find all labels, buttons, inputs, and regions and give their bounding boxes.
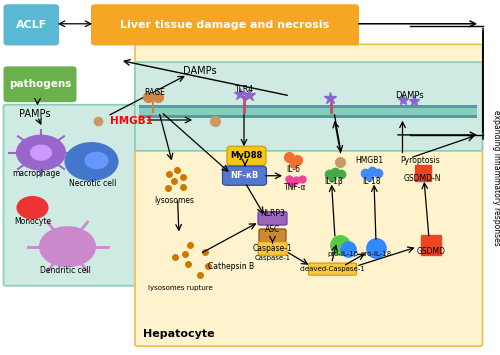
FancyBboxPatch shape xyxy=(258,212,287,225)
FancyBboxPatch shape xyxy=(308,263,356,275)
Text: Necrotic cell: Necrotic cell xyxy=(69,179,116,189)
Text: pathogens: pathogens xyxy=(9,79,71,89)
Text: GSDMD-N: GSDMD-N xyxy=(404,174,442,184)
Text: lysosomes rupture: lysosomes rupture xyxy=(148,285,212,290)
Text: GSDMD: GSDMD xyxy=(416,247,446,256)
Text: Caspase-1: Caspase-1 xyxy=(254,256,290,261)
Text: Dendritic cell: Dendritic cell xyxy=(40,266,90,275)
Text: IL-6: IL-6 xyxy=(286,165,300,174)
Text: expanding inflammatory responses: expanding inflammatory responses xyxy=(492,110,500,245)
FancyBboxPatch shape xyxy=(4,4,59,45)
Circle shape xyxy=(18,197,48,218)
Text: DAMPs: DAMPs xyxy=(183,66,217,76)
Text: TLR4: TLR4 xyxy=(236,85,255,94)
Text: macrophage: macrophage xyxy=(12,169,60,179)
Text: TNF-α: TNF-α xyxy=(284,183,307,192)
Text: MyD88: MyD88 xyxy=(230,151,262,160)
Circle shape xyxy=(40,227,95,266)
Circle shape xyxy=(66,143,118,180)
Text: cleaved-Caspase-1: cleaved-Caspase-1 xyxy=(300,266,366,272)
Text: NF-κB: NF-κB xyxy=(230,171,258,180)
FancyBboxPatch shape xyxy=(222,166,266,185)
Text: lysosomes: lysosomes xyxy=(154,196,194,206)
FancyBboxPatch shape xyxy=(135,62,482,151)
Text: HMGB1: HMGB1 xyxy=(355,156,383,165)
Text: Hepatocyte: Hepatocyte xyxy=(142,329,214,339)
Text: Pyroptosis: Pyroptosis xyxy=(400,156,440,165)
Text: Monocyte: Monocyte xyxy=(14,217,51,226)
FancyBboxPatch shape xyxy=(4,105,136,286)
FancyBboxPatch shape xyxy=(135,44,482,346)
Bar xyxy=(139,105,476,118)
Text: HMGB1: HMGB1 xyxy=(110,116,153,126)
Text: Caspase-1: Caspase-1 xyxy=(252,244,292,253)
Text: Cathepsin B: Cathepsin B xyxy=(208,262,254,271)
Circle shape xyxy=(17,136,65,170)
Text: pro-IL-1β: pro-IL-1β xyxy=(328,251,358,257)
Text: PAMPs: PAMPs xyxy=(19,109,50,119)
FancyBboxPatch shape xyxy=(4,66,76,102)
Text: IL-1β: IL-1β xyxy=(324,177,344,186)
Text: pro-IL-18: pro-IL-18 xyxy=(360,251,392,257)
FancyBboxPatch shape xyxy=(258,242,287,255)
Bar xyxy=(139,108,476,115)
Text: NLRP3: NLRP3 xyxy=(260,208,285,218)
Text: IL-18: IL-18 xyxy=(362,177,381,186)
FancyBboxPatch shape xyxy=(91,4,359,45)
Text: RAGE: RAGE xyxy=(144,88,166,97)
Text: DAMPs: DAMPs xyxy=(396,91,424,100)
Circle shape xyxy=(31,146,51,160)
FancyBboxPatch shape xyxy=(259,229,286,242)
Text: ACLF: ACLF xyxy=(16,20,47,30)
Circle shape xyxy=(86,153,108,168)
Text: ASC: ASC xyxy=(265,225,280,234)
Text: Liver tissue damage and necrosis: Liver tissue damage and necrosis xyxy=(120,20,330,30)
FancyBboxPatch shape xyxy=(227,146,266,165)
